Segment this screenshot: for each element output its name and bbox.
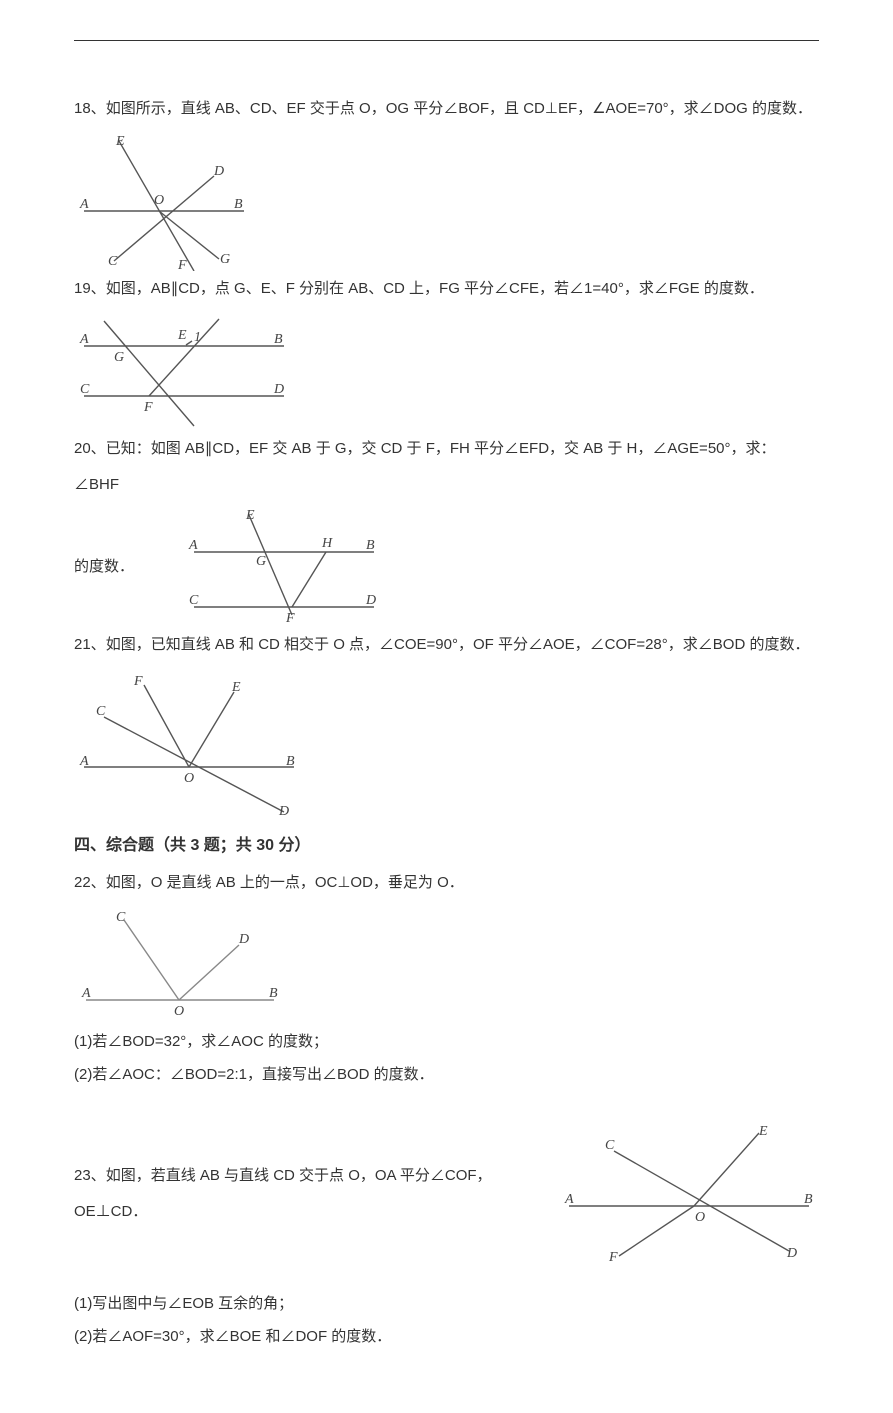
label-F: F <box>177 258 187 271</box>
label-O: O <box>695 1210 705 1225</box>
q23-sub2: (2)若∠AOF=30°，求∠BOE 和∠DOF 的度数． <box>74 1320 819 1353</box>
label-B: B <box>286 754 295 769</box>
label-G: G <box>256 554 266 569</box>
label-F: F <box>143 400 153 415</box>
problem-18: 18、如图所示，直线 AB、CD、EF 交于点 O，OG 平分∠BOF，且 CD… <box>74 91 819 127</box>
label-A: A <box>81 986 91 1001</box>
label-B: B <box>234 197 243 212</box>
spacer <box>74 1091 819 1121</box>
figure-22: A B C D O <box>74 905 284 1025</box>
label-E: E <box>115 134 125 149</box>
label-C: C <box>116 910 126 925</box>
q20-number: 20、 <box>74 440 106 457</box>
label-C: C <box>108 254 118 269</box>
label-D: D <box>365 593 376 608</box>
label-A: A <box>188 538 198 553</box>
page: 18、如图所示，直线 AB、CD、EF 交于点 O，OG 平分∠BOF，且 CD… <box>0 0 893 1413</box>
label-A: A <box>79 332 89 347</box>
q20-tail: 的度数． <box>74 549 134 585</box>
label-F: F <box>133 674 143 689</box>
label-E: E <box>177 328 187 343</box>
top-rule <box>74 40 819 41</box>
label-A: A <box>79 197 89 212</box>
q22-number: 22、 <box>74 874 106 891</box>
label-G: G <box>114 350 124 365</box>
label-D: D <box>786 1246 797 1261</box>
problem-23-row: 23、如图，若直线 AB 与直线 CD 交于点 O，OA 平分∠COF，OE⊥C… <box>74 1121 819 1271</box>
q19-number: 19、 <box>74 280 106 297</box>
q23-number: 23、 <box>74 1167 106 1184</box>
label-C: C <box>605 1138 615 1153</box>
label-A: A <box>79 754 89 769</box>
label-D: D <box>273 382 284 397</box>
section-4-title: 四、综合题（共 3 题；共 30 分） <box>74 831 819 855</box>
figure-19: A B C D G E F 1 <box>74 311 294 431</box>
label-G: G <box>220 252 230 267</box>
label-B: B <box>274 332 283 347</box>
label-B: B <box>804 1192 813 1207</box>
label-B: B <box>366 538 375 553</box>
label-F: F <box>285 611 295 626</box>
label-O: O <box>184 771 194 786</box>
q23-sub1: (1)写出图中与∠EOB 互余的角； <box>74 1287 819 1320</box>
spacer <box>74 1271 819 1287</box>
label-E: E <box>758 1124 768 1139</box>
figure-21: A B C D E F O <box>74 667 304 817</box>
q18-text: 如图所示，直线 AB、CD、EF 交于点 O，OG 平分∠BOF，且 CD⊥EF… <box>106 100 812 117</box>
label-D: D <box>278 804 289 817</box>
label-B: B <box>269 986 278 1001</box>
label-F: F <box>608 1250 618 1265</box>
problem-20: 20、已知：如图 AB∥CD，EF 交 AB 于 G，交 CD 于 F，FH 平… <box>74 431 819 503</box>
q18-number: 18、 <box>74 100 106 117</box>
q19-text: 如图，AB∥CD，点 G、E、F 分别在 AB、CD 上，FG 平分∠CFE，若… <box>106 280 764 297</box>
label-O: O <box>174 1004 184 1019</box>
label-C: C <box>96 704 106 719</box>
problem-22: 22、如图，O 是直线 AB 上的一点，OC⊥OD，垂足为 O． <box>74 865 819 901</box>
q22-sub1: (1)若∠BOD=32°，求∠AOC 的度数； <box>74 1025 819 1058</box>
label-C: C <box>189 593 199 608</box>
q22-sub2: (2)若∠AOC：∠BOD=2:1，直接写出∠BOD 的度数． <box>74 1058 819 1091</box>
q21-text: 如图，已知直线 AB 和 CD 相交于 O 点，∠COE=90°，OF 平分∠A… <box>106 636 810 653</box>
figure-20: E A B C D G H F <box>164 507 384 627</box>
figure-18: E D A B C F G O <box>74 131 254 271</box>
label-O: O <box>154 193 164 208</box>
label-E: E <box>231 680 241 695</box>
q20-lead: 已知：如图 AB∥CD，EF 交 AB 于 G，交 CD 于 F，FH 平分∠E… <box>74 440 776 493</box>
label-A: A <box>564 1192 574 1207</box>
label-H: H <box>321 536 333 551</box>
label-C: C <box>80 382 90 397</box>
q21-number: 21、 <box>74 636 106 653</box>
problem-19: 19、如图，AB∥CD，点 G、E、F 分别在 AB、CD 上，FG 平分∠CF… <box>74 271 819 307</box>
label-D: D <box>238 932 249 947</box>
q23-text: 如图，若直线 AB 与直线 CD 交于点 O，OA 平分∠COF，OE⊥CD． <box>74 1167 492 1220</box>
problem-23: 23、如图，若直线 AB 与直线 CD 交于点 O，OA 平分∠COF，OE⊥C… <box>74 1158 559 1230</box>
label-E: E <box>245 508 255 523</box>
q22-text: 如图，O 是直线 AB 上的一点，OC⊥OD，垂足为 O． <box>106 874 464 891</box>
label-D: D <box>213 164 224 179</box>
problem-21: 21、如图，已知直线 AB 和 CD 相交于 O 点，∠COE=90°，OF 平… <box>74 627 819 663</box>
q20-row: 的度数． <box>74 507 819 627</box>
label-1: 1 <box>194 330 201 345</box>
figure-23: A B C D E F O <box>559 1121 819 1271</box>
